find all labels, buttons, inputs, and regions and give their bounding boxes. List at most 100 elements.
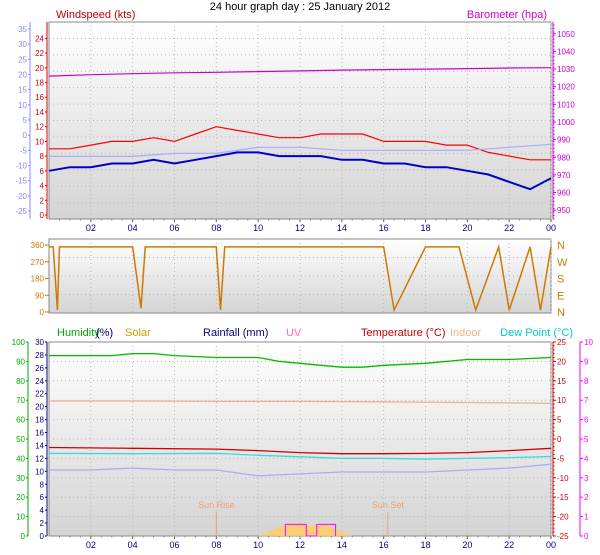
windspeed-tick-label: 4	[40, 182, 45, 191]
temperature-inner-tick-label: -5	[20, 146, 28, 155]
rainfall-tick-label: 18	[35, 416, 44, 425]
uv-tick-label: 10	[584, 338, 593, 347]
humidity-label: Humidity	[57, 327, 100, 339]
uv-tick-label: 1	[584, 513, 589, 522]
wind-x-tick-label: 02	[86, 223, 96, 233]
direction-tick-label: 180	[31, 275, 45, 284]
solar-label: Solar	[125, 327, 151, 339]
barometer-tick-label: 960	[557, 189, 571, 198]
windspeed-tick-label: 2	[40, 196, 45, 205]
wind-x-tick-label: 20	[462, 223, 472, 233]
direction-tick-label: 90	[35, 291, 44, 300]
rainfall-tick-label: 12	[35, 454, 44, 463]
humidity-tick-label: 100	[12, 338, 26, 347]
wind-series	[48, 67, 552, 191]
humidity-tick-label: 50	[16, 435, 25, 444]
direction-tick-label: 360	[31, 241, 45, 250]
humidity-tick-label: 10	[16, 513, 25, 522]
barometer-label: Barometer (hpa)	[467, 9, 547, 21]
windspeed-tick-label: 14	[35, 108, 44, 117]
compass-label: W	[557, 257, 568, 269]
wind-x-tick-label: 22	[504, 223, 514, 233]
temp-x-tick-label: 08	[211, 540, 221, 550]
temp-x-tick-label: 04	[128, 540, 138, 550]
uv-tick-label: 2	[584, 493, 589, 502]
temperature-tick-label: -25	[557, 532, 569, 541]
wind-x-tick-label: 10	[253, 223, 263, 233]
rainfall-tick-label: 8	[40, 480, 45, 489]
rainfall-tick-label: 4	[40, 506, 45, 515]
uv-line	[284, 523, 337, 537]
temperature-tick-label: -5	[557, 454, 565, 463]
barometer-tick-label: 1050	[557, 30, 575, 39]
compass-label: S	[557, 274, 564, 286]
temperature-tick-label: 25	[557, 338, 566, 347]
rainfall-tick-label: 14	[35, 441, 44, 450]
rainfall-label: Rainfall (mm)	[203, 327, 268, 339]
sunrise-label: Sun Rise	[198, 500, 235, 510]
wind-plot-area	[48, 21, 552, 220]
indoor-label: Indoor	[450, 327, 482, 339]
windspeed-tick-label: 16	[35, 93, 44, 102]
average-line	[48, 151, 552, 191]
rainfall-tick-label: 22	[35, 390, 44, 399]
humidity-tick-label: 40	[16, 454, 25, 463]
wind-x-tick-label: 18	[420, 223, 430, 233]
temperature-inner-tick-label: -10	[15, 162, 27, 171]
humidity-tick-label: 0	[21, 532, 26, 541]
uv-tick-label: 3	[584, 474, 589, 483]
uv-tick-label: 5	[584, 435, 589, 444]
direction-series	[49, 243, 552, 313]
windspeed-tick-label: 6	[40, 167, 45, 176]
humidity-tick-label: 90	[16, 357, 25, 366]
temp-axis-ticks: 0102030405060708090100024681012141618202…	[12, 338, 594, 541]
temp-x-tick-label: 10	[253, 540, 263, 550]
temperature-tick-label: 20	[557, 357, 566, 366]
temperature-label: Temperature (°C)	[361, 327, 445, 339]
barometer-tick-label: 1030	[557, 65, 575, 74]
humidity-tick-label: 70	[16, 396, 25, 405]
temp-x-tick-label: 00	[546, 540, 556, 550]
temperature-inner-tick-label: 15	[18, 86, 27, 95]
direction-tick-label: 0	[40, 308, 45, 317]
temperature-inner-tick-label: -20	[15, 192, 27, 201]
temperature-inner-tick-label: 30	[18, 40, 27, 49]
temperature-tick-label: 5	[557, 416, 562, 425]
temperature-inner-tick-label: 10	[18, 101, 27, 110]
apparent-line	[49, 463, 552, 477]
wind-x-tick-label: 04	[128, 223, 138, 233]
barometer-tick-label: 950	[557, 206, 571, 215]
temperature-inner-tick-label: 0	[23, 131, 28, 140]
uv-tick-label: 0	[584, 532, 589, 541]
wind-x-tick-label: 06	[169, 223, 179, 233]
windspeed-tick-label: 12	[35, 123, 44, 132]
temperature-tick-label: 0	[557, 435, 562, 444]
rainfall-tick-label: 28	[35, 351, 44, 360]
temp-series	[48, 352, 552, 537]
indoor-line	[49, 400, 552, 404]
humidity-tick-label: 80	[16, 377, 25, 386]
windspeed-tick-label: 20	[35, 64, 44, 73]
rainfall-tick-label: 20	[35, 403, 44, 412]
uv-tick-label: 6	[584, 416, 589, 425]
temperature-inner-tick-label: -25	[15, 207, 27, 216]
wind-x-axis: 02 04 06 08 10 12 14 16 18 20 22 00	[58, 219, 556, 233]
humidity-tick-label: 30	[16, 474, 25, 483]
rainfall-tick-label: 16	[35, 429, 44, 438]
uv-tick-label: 7	[584, 396, 589, 405]
windspeed-tick-label: 10	[35, 137, 44, 146]
temp-x-tick-label: 22	[504, 540, 514, 550]
temperature-inner-tick-label: 5	[23, 116, 28, 125]
compass-label: N	[557, 307, 565, 319]
compass-label: N	[557, 240, 565, 252]
humidity-unit-label: (%)	[96, 327, 113, 339]
temperature-tick-label: -15	[557, 493, 569, 502]
barometer-tick-label: 1040	[557, 47, 575, 56]
windspeed-tick-label: 0	[40, 211, 45, 220]
uv-tick-label: 4	[584, 454, 589, 463]
temp-x-tick-label: 20	[462, 540, 472, 550]
windspeed-tick-label: 18	[35, 79, 44, 88]
rainfall-tick-label: 0	[40, 532, 45, 541]
temp-x-tick-label: 12	[295, 540, 305, 550]
